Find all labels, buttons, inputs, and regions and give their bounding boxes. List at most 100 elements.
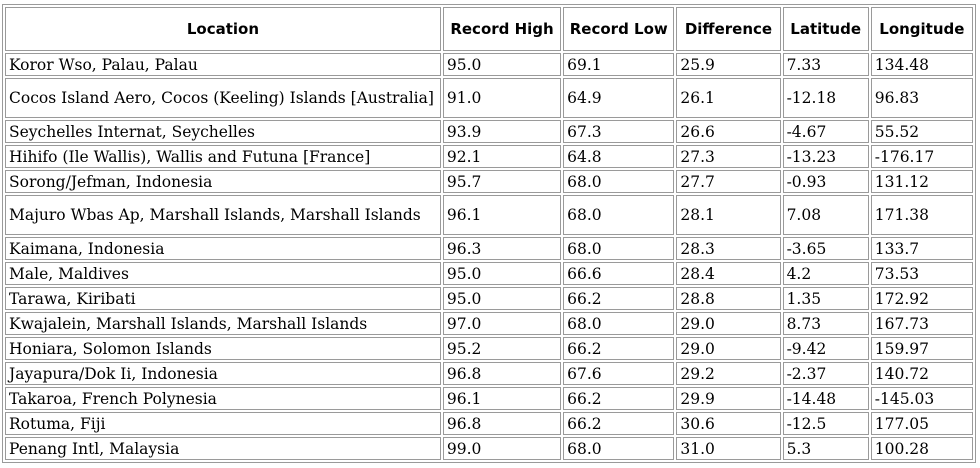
- table-row: Majuro Wbas Ap, Marshall Islands, Marsha…: [5, 195, 973, 235]
- header-record-low: Record Low: [563, 7, 675, 51]
- location-cell: Male, Maldives: [5, 262, 441, 285]
- record-low-cell: 67.3: [563, 120, 675, 143]
- latitude-cell: -14.48: [782, 387, 869, 410]
- longitude-cell: 177.05: [870, 412, 973, 435]
- table-row: Takaroa, French Polynesia 96.1 66.2 29.9 -14…: [5, 387, 973, 410]
- longitude-cell: 140.72: [870, 362, 973, 385]
- record-low-cell: 66.2: [563, 287, 675, 310]
- difference-cell: 26.6: [676, 120, 781, 143]
- table-row: Kaimana, Indonesia 96.3 68.0 28.3 -3.65 133.7: [5, 237, 973, 260]
- location-cell: Kwajalein, Marshall Islands, Marshall Is…: [5, 312, 441, 335]
- location-cell: Takaroa, French Polynesia: [5, 387, 441, 410]
- longitude-cell: 134.48: [870, 53, 973, 76]
- record-low-cell: 66.2: [563, 337, 675, 360]
- record-high-cell: 96.8: [442, 412, 562, 435]
- record-high-cell: 95.2: [442, 337, 562, 360]
- latitude-cell: 7.33: [782, 53, 869, 76]
- record-low-cell: 66.6: [563, 262, 675, 285]
- difference-cell: 27.3: [676, 145, 781, 168]
- location-cell: Honiara, Solomon Islands: [5, 337, 441, 360]
- record-high-cell: 92.1: [442, 145, 562, 168]
- header-location: Location: [5, 7, 441, 51]
- record-low-cell: 68.0: [563, 312, 675, 335]
- table-row: Rotuma, Fiji 96.8 66.2 30.6 -12.5 177.05: [5, 412, 973, 435]
- table-row: Tarawa, Kiribati 95.0 66.2 28.8 1.35 172.92: [5, 287, 973, 310]
- table-row: Honiara, Solomon Islands 95.2 66.2 29.0 -9.4…: [5, 337, 973, 360]
- table-row: Penang Intl, Malaysia 99.0 68.0 31.0 5.3 100.…: [5, 437, 973, 460]
- latitude-cell: -12.18: [782, 78, 869, 118]
- table-row: Hihifo (Ile Wallis), Wallis and Futuna […: [5, 145, 973, 168]
- location-cell: Tarawa, Kiribati: [5, 287, 441, 310]
- record-low-cell: 66.2: [563, 412, 675, 435]
- latitude-cell: -2.37: [782, 362, 869, 385]
- longitude-cell: 159.97: [870, 337, 973, 360]
- location-cell: Cocos Island Aero, Cocos (Keeling) Islan…: [5, 78, 441, 118]
- difference-cell: 28.1: [676, 195, 781, 235]
- difference-cell: 30.6: [676, 412, 781, 435]
- difference-cell: 31.0: [676, 437, 781, 460]
- temperature-records-table: Location Record High Record Low Differen…: [2, 4, 976, 463]
- latitude-cell: 5.3: [782, 437, 869, 460]
- longitude-cell: 133.7: [870, 237, 973, 260]
- location-cell: Rotuma, Fiji: [5, 412, 441, 435]
- record-low-cell: 68.0: [563, 195, 675, 235]
- difference-cell: 26.1: [676, 78, 781, 118]
- latitude-cell: -9.42: [782, 337, 869, 360]
- location-cell: Sorong/Jefman, Indonesia: [5, 170, 441, 193]
- longitude-cell: -145.03: [870, 387, 973, 410]
- difference-cell: 29.0: [676, 312, 781, 335]
- latitude-cell: -12.5: [782, 412, 869, 435]
- record-low-cell: 68.0: [563, 437, 675, 460]
- longitude-cell: 131.12: [870, 170, 973, 193]
- location-cell: Majuro Wbas Ap, Marshall Islands, Marsha…: [5, 195, 441, 235]
- latitude-cell: -0.93: [782, 170, 869, 193]
- difference-cell: 28.4: [676, 262, 781, 285]
- record-high-cell: 95.0: [442, 53, 562, 76]
- longitude-cell: -176.17: [870, 145, 973, 168]
- record-high-cell: 93.9: [442, 120, 562, 143]
- record-low-cell: 64.8: [563, 145, 675, 168]
- record-low-cell: 68.0: [563, 170, 675, 193]
- longitude-cell: 167.73: [870, 312, 973, 335]
- record-low-cell: 69.1: [563, 53, 675, 76]
- longitude-cell: 100.28: [870, 437, 973, 460]
- location-cell: Kaimana, Indonesia: [5, 237, 441, 260]
- difference-cell: 27.7: [676, 170, 781, 193]
- longitude-cell: 73.53: [870, 262, 973, 285]
- table-row: Koror Wso, Palau, Palau 95.0 69.1 25.9 7.33 1…: [5, 53, 973, 76]
- table-row: Seychelles Internat, Seychelles 93.9 67.3 2…: [5, 120, 973, 143]
- record-low-cell: 68.0: [563, 237, 675, 260]
- location-cell: Koror Wso, Palau, Palau: [5, 53, 441, 76]
- latitude-cell: 1.35: [782, 287, 869, 310]
- longitude-cell: 96.83: [870, 78, 973, 118]
- record-high-cell: 95.0: [442, 287, 562, 310]
- table-row: Jayapura/Dok Ii, Indonesia 96.8 67.6 29.2 -2…: [5, 362, 973, 385]
- record-high-cell: 95.7: [442, 170, 562, 193]
- record-high-cell: 91.0: [442, 78, 562, 118]
- record-high-cell: 96.1: [442, 387, 562, 410]
- latitude-cell: 7.08: [782, 195, 869, 235]
- latitude-cell: 8.73: [782, 312, 869, 335]
- latitude-cell: 4.2: [782, 262, 869, 285]
- difference-cell: 29.2: [676, 362, 781, 385]
- difference-cell: 28.3: [676, 237, 781, 260]
- difference-cell: 29.0: [676, 337, 781, 360]
- location-cell: Seychelles Internat, Seychelles: [5, 120, 441, 143]
- header-longitude: Longitude: [870, 7, 973, 51]
- record-low-cell: 64.9: [563, 78, 675, 118]
- table-row: Cocos Island Aero, Cocos (Keeling) Islan…: [5, 78, 973, 118]
- record-high-cell: 96.3: [442, 237, 562, 260]
- longitude-cell: 55.52: [870, 120, 973, 143]
- table-body: Koror Wso, Palau, Palau 95.0 69.1 25.9 7.33 1…: [5, 53, 973, 460]
- longitude-cell: 171.38: [870, 195, 973, 235]
- difference-cell: 25.9: [676, 53, 781, 76]
- header-difference: Difference: [676, 7, 781, 51]
- difference-cell: 29.9: [676, 387, 781, 410]
- record-low-cell: 66.2: [563, 387, 675, 410]
- longitude-cell: 172.92: [870, 287, 973, 310]
- latitude-cell: -3.65: [782, 237, 869, 260]
- record-high-cell: 99.0: [442, 437, 562, 460]
- record-high-cell: 96.8: [442, 362, 562, 385]
- header-row: Location Record High Record Low Differen…: [5, 7, 973, 51]
- table-row: Sorong/Jefman, Indonesia 95.7 68.0 27.7 -0.9…: [5, 170, 973, 193]
